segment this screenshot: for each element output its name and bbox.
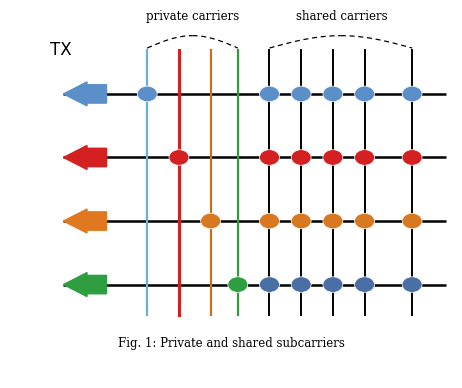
Circle shape [260, 86, 280, 102]
Text: private carriers: private carriers [146, 10, 239, 23]
Circle shape [291, 213, 311, 229]
Circle shape [260, 277, 280, 292]
Circle shape [355, 213, 375, 229]
Text: Fig. 1: Private and shared subcarriers: Fig. 1: Private and shared subcarriers [117, 337, 345, 350]
FancyArrow shape [63, 209, 106, 233]
Circle shape [323, 213, 343, 229]
Text: TX: TX [50, 41, 72, 59]
Circle shape [355, 86, 375, 102]
Circle shape [291, 86, 311, 102]
Circle shape [402, 277, 422, 292]
Circle shape [402, 150, 422, 165]
FancyArrow shape [63, 273, 106, 296]
Text: shared carriers: shared carriers [296, 10, 388, 23]
Circle shape [323, 277, 343, 292]
Circle shape [228, 277, 248, 292]
Circle shape [260, 213, 280, 229]
Circle shape [355, 277, 375, 292]
Circle shape [201, 213, 220, 229]
Circle shape [169, 150, 189, 165]
Circle shape [323, 150, 343, 165]
FancyArrow shape [63, 82, 106, 106]
Circle shape [291, 277, 311, 292]
Circle shape [260, 150, 280, 165]
Circle shape [323, 86, 343, 102]
Circle shape [402, 213, 422, 229]
Circle shape [355, 150, 375, 165]
Circle shape [402, 86, 422, 102]
Circle shape [291, 150, 311, 165]
FancyArrow shape [63, 146, 106, 170]
Circle shape [137, 86, 157, 102]
